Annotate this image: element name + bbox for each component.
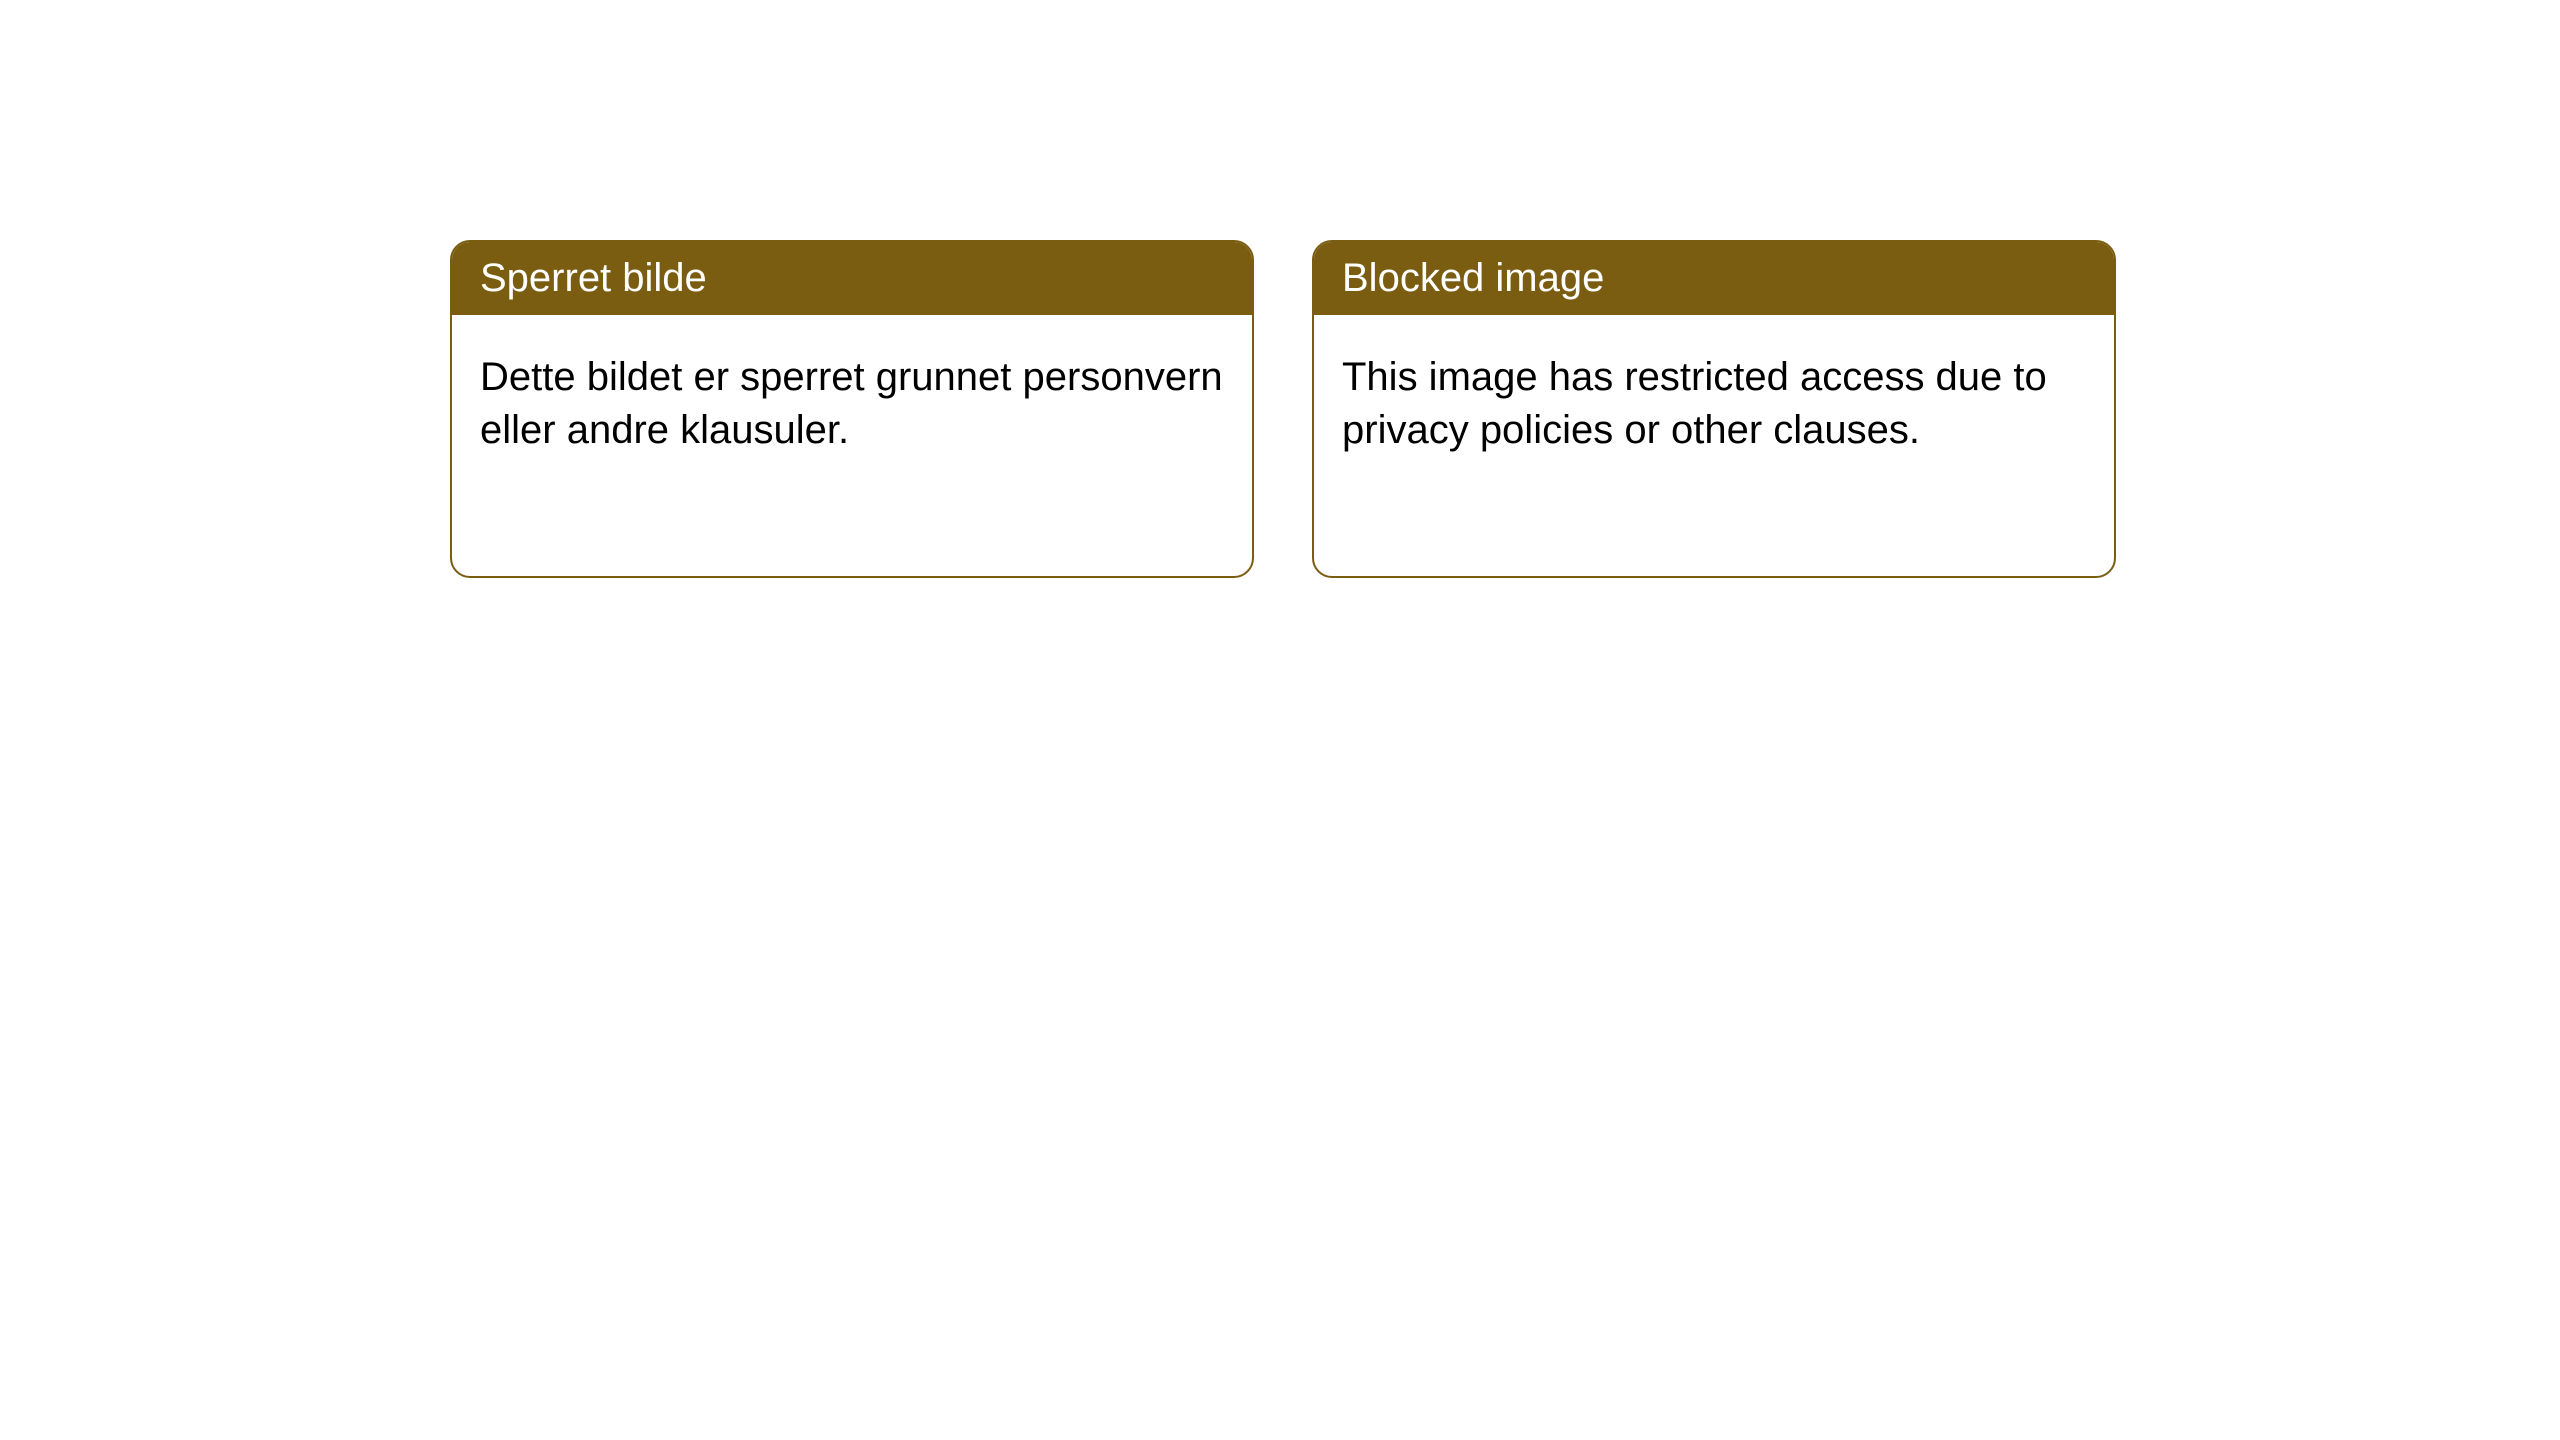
card-body-text: Dette bildet er sperret grunnet personve… [480, 355, 1223, 452]
card-body-text: This image has restricted access due to … [1342, 355, 2047, 452]
notice-card-norwegian: Sperret bilde Dette bildet er sperret gr… [450, 240, 1254, 578]
card-title: Sperret bilde [480, 256, 707, 300]
notice-card-english: Blocked image This image has restricted … [1312, 240, 2116, 578]
card-body: This image has restricted access due to … [1314, 315, 2114, 493]
card-header: Blocked image [1314, 242, 2114, 315]
card-body: Dette bildet er sperret grunnet personve… [452, 315, 1252, 493]
notice-cards-row: Sperret bilde Dette bildet er sperret gr… [450, 240, 2560, 578]
card-header: Sperret bilde [452, 242, 1252, 315]
card-title: Blocked image [1342, 256, 1604, 300]
